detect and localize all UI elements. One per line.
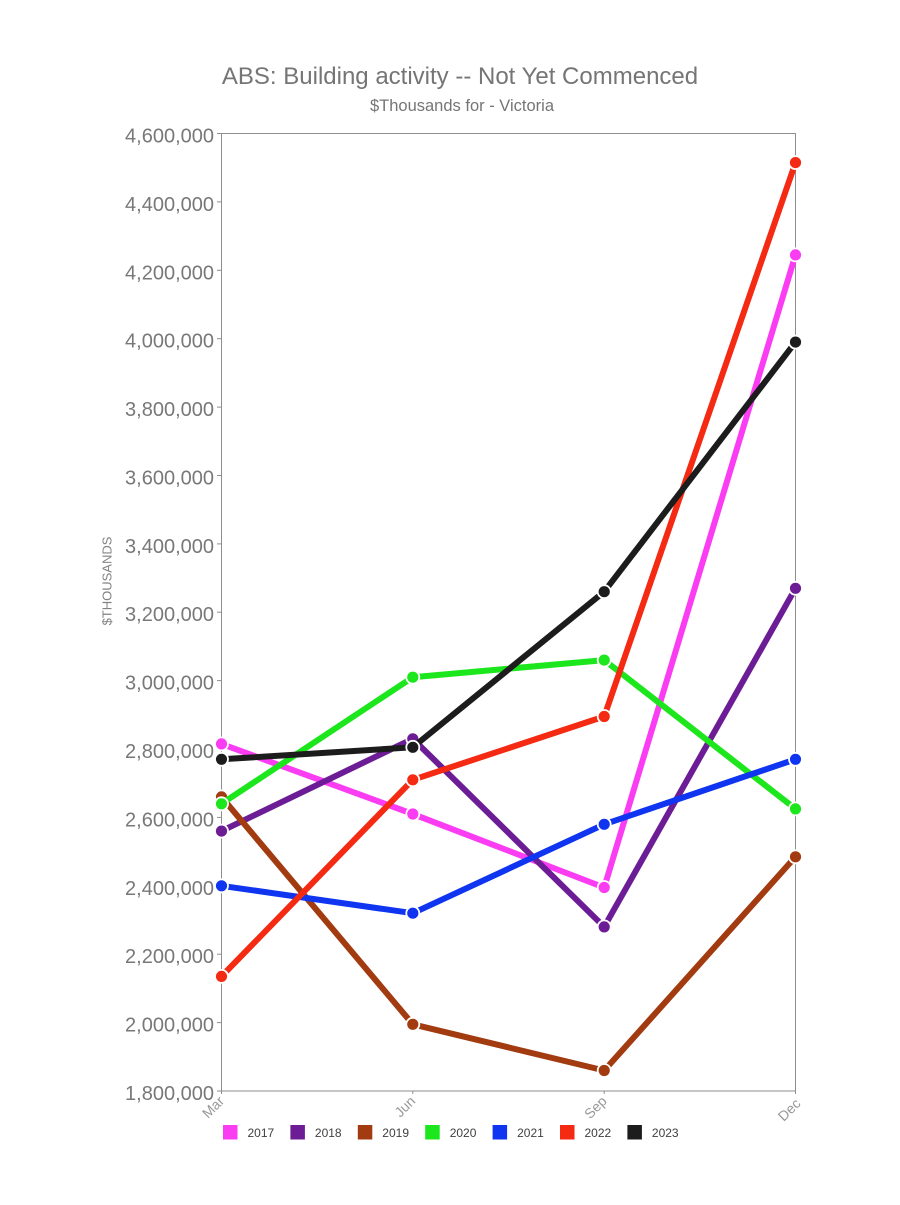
svg-text:3,800,000: 3,800,000	[125, 399, 214, 421]
svg-text:2,200,000: 2,200,000	[125, 946, 214, 968]
svg-text:2,400,000: 2,400,000	[125, 878, 214, 900]
svg-text:2020: 2020	[450, 1126, 477, 1140]
svg-text:$Thousands for - Victoria: $Thousands for - Victoria	[370, 97, 555, 115]
svg-text:$THOUSANDS: $THOUSANDS	[100, 536, 115, 625]
svg-text:1,800,000: 1,800,000	[125, 1083, 214, 1105]
svg-text:ABS: Building activity -- Not: ABS: Building activity -- Not Yet Commen…	[222, 63, 698, 90]
svg-text:2,800,000: 2,800,000	[125, 741, 214, 763]
svg-text:2021: 2021	[517, 1126, 544, 1140]
svg-text:2017: 2017	[248, 1126, 275, 1140]
svg-text:4,600,000: 4,600,000	[125, 126, 214, 148]
svg-text:4,000,000: 4,000,000	[125, 331, 214, 353]
svg-text:2019: 2019	[382, 1126, 409, 1140]
svg-text:3,200,000: 3,200,000	[125, 604, 214, 626]
svg-text:3,000,000: 3,000,000	[125, 673, 214, 695]
svg-text:2,000,000: 2,000,000	[125, 1015, 214, 1037]
svg-text:3,400,000: 3,400,000	[125, 536, 214, 558]
svg-text:2023: 2023	[652, 1126, 679, 1140]
svg-text:3,600,000: 3,600,000	[125, 468, 214, 490]
svg-text:2022: 2022	[585, 1126, 612, 1140]
svg-text:4,400,000: 4,400,000	[125, 194, 214, 216]
svg-text:2018: 2018	[315, 1126, 342, 1140]
svg-text:2,600,000: 2,600,000	[125, 809, 214, 831]
svg-text:4,200,000: 4,200,000	[125, 262, 214, 284]
